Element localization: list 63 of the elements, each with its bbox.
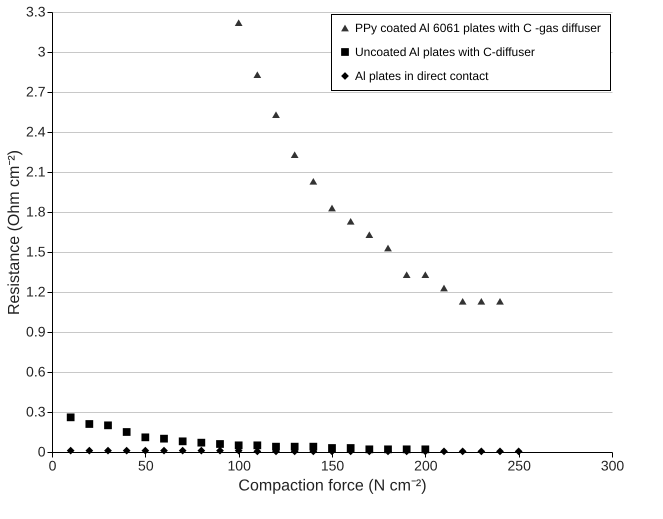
legend-label: PPy coated Al 6061 plates with C -gas diffuser xyxy=(355,21,601,35)
x-tick-label: 100 xyxy=(227,458,252,474)
point xyxy=(440,284,448,292)
point xyxy=(234,19,243,26)
point xyxy=(290,151,299,158)
point xyxy=(66,446,75,455)
point xyxy=(458,447,467,456)
x-axis-title: Compaction force (N cm⁻²) xyxy=(238,478,427,494)
point xyxy=(346,218,355,225)
point xyxy=(477,298,486,305)
legend-label: Uncoated Al plates with C-diffuser xyxy=(355,45,535,59)
point xyxy=(216,446,224,455)
point xyxy=(122,428,131,436)
point xyxy=(477,447,486,456)
x-tick-label: 300 xyxy=(600,458,624,474)
point xyxy=(160,446,168,455)
point xyxy=(384,244,392,252)
point xyxy=(458,298,467,305)
y-tick-label: 2.4 xyxy=(26,124,46,140)
point xyxy=(85,420,94,428)
y-tick-label: 1.5 xyxy=(26,244,46,260)
point xyxy=(253,71,262,78)
point xyxy=(402,271,411,278)
legend-label: Al plates in direct contact xyxy=(355,69,490,83)
point xyxy=(440,447,448,456)
y-tick-label: 3.3 xyxy=(26,4,46,20)
point xyxy=(272,111,280,118)
point xyxy=(514,447,523,456)
point xyxy=(197,446,206,455)
y-tick-label: 0 xyxy=(38,444,46,460)
point xyxy=(365,231,374,238)
y-tick-label: 0.3 xyxy=(26,404,46,420)
point xyxy=(178,437,187,446)
point xyxy=(104,421,112,430)
point xyxy=(85,446,94,455)
point xyxy=(496,447,504,456)
y-tick-label: 3 xyxy=(38,44,46,60)
point xyxy=(122,446,131,455)
y-tick-label: 2.1 xyxy=(26,164,46,180)
point xyxy=(328,204,336,212)
point xyxy=(309,178,318,185)
point xyxy=(104,446,112,455)
point xyxy=(141,433,150,442)
x-tick-label: 150 xyxy=(320,458,344,474)
y-tick-label: 2.7 xyxy=(26,84,46,100)
y-tick-label: 0.9 xyxy=(26,324,46,340)
point xyxy=(496,298,504,305)
point xyxy=(216,440,224,448)
y-tick-label: 1.8 xyxy=(26,204,46,220)
point xyxy=(66,413,75,422)
x-tick-label: 250 xyxy=(507,458,532,474)
point xyxy=(197,438,206,447)
point xyxy=(160,434,168,443)
point xyxy=(253,441,262,450)
y-tick-label: 0.6 xyxy=(26,364,46,380)
point xyxy=(141,446,150,455)
y-axis-title: Resistance (Ohm cm⁻²) xyxy=(6,150,24,316)
x-tick-label: 50 xyxy=(138,458,154,474)
x-tick-label: 0 xyxy=(48,458,57,474)
x-tick-label: 200 xyxy=(414,458,438,474)
point xyxy=(178,446,187,455)
y-tick-label: 1.2 xyxy=(26,284,46,300)
point xyxy=(421,271,430,278)
